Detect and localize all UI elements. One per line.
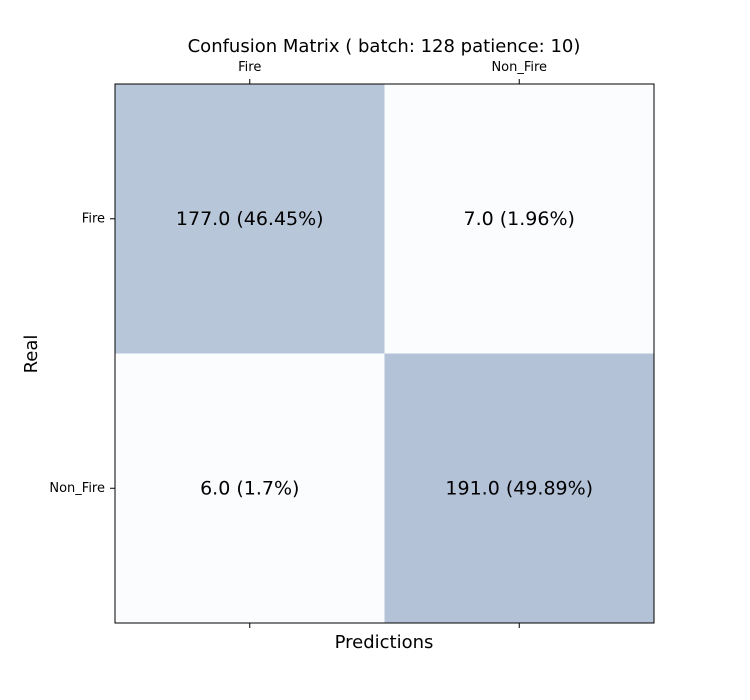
plot-frame	[114, 83, 655, 624]
chart-title: Confusion Matrix ( batch: 128 patience: …	[188, 36, 581, 57]
cell-label-1-1: 191.0 (49.89%)	[445, 477, 593, 499]
x-axis-label: Predictions	[335, 632, 434, 653]
y-tick-label-0: Fire	[82, 211, 105, 226]
x-tick-label-1: Non_Fire	[491, 60, 547, 75]
matrix-cell-1-0	[115, 353, 385, 624]
cell-label-1-0: 6.0 (1.7%)	[200, 477, 299, 499]
matrix-cells	[115, 84, 655, 624]
matrix-cell-labels: 177.0 (46.45%) 7.0 (1.96%) 6.0 (1.7%) 191.0…	[176, 208, 593, 500]
matrix-cell-1-1	[384, 353, 655, 624]
y-tick-label-1: Non_Fire	[49, 481, 105, 496]
matrix-cell-0-0	[115, 84, 385, 354]
y-axis-ticks: Fire Non_Fire	[49, 211, 115, 496]
matrix-cell-0-1	[384, 84, 655, 354]
cell-label-0-1: 7.0 (1.96%)	[464, 208, 575, 230]
x-tick-label-0: Fire	[238, 60, 261, 75]
y-axis-label: Real	[21, 335, 42, 374]
cell-label-0-0: 177.0 (46.45%)	[176, 208, 324, 230]
x-axis-bottom-ticks	[249, 623, 520, 628]
x-axis-top-ticks: Fire Non_Fire	[238, 60, 547, 84]
